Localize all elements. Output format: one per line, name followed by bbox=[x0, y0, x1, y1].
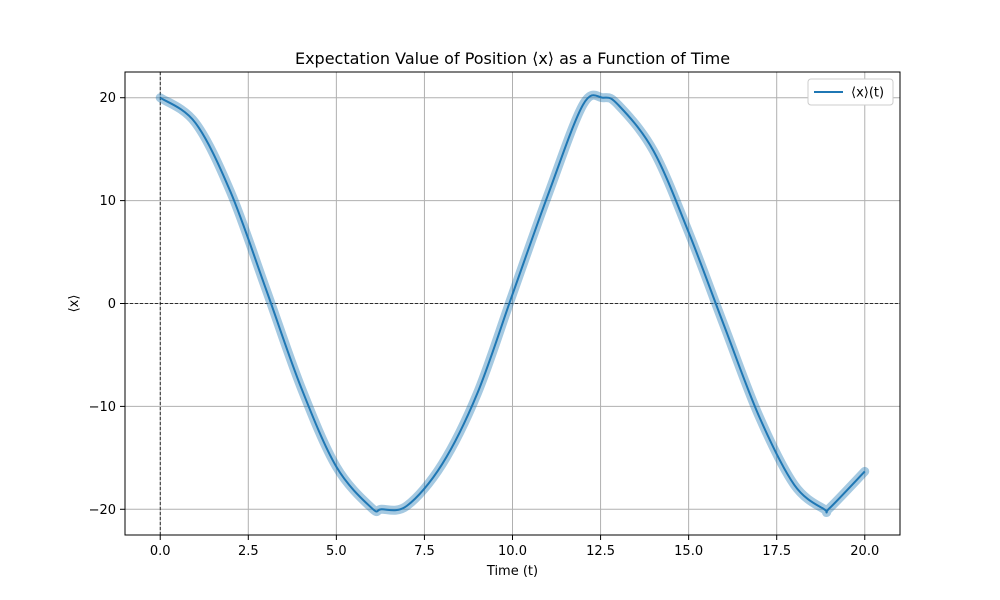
y-tick-label: 0 bbox=[108, 297, 116, 312]
x-ticks: 0.0 2.5 5.0 7.5 10.0 12.5 15.0 17.5 20.0 bbox=[150, 535, 879, 559]
y-tick-label: 20 bbox=[99, 91, 116, 106]
x-tick-label: 5.0 bbox=[326, 544, 347, 559]
x-tick-label: 20.0 bbox=[850, 544, 879, 559]
x-tick-label: 12.5 bbox=[586, 544, 615, 559]
legend-box bbox=[807, 78, 894, 106]
y-tick-label: −10 bbox=[89, 400, 116, 415]
x-tick-label: 17.5 bbox=[762, 544, 791, 559]
y-ticks: −20 −10 0 10 20 bbox=[89, 91, 125, 518]
legend: ⟨x⟩(t) bbox=[807, 78, 894, 106]
y-tick-label: 10 bbox=[99, 194, 116, 209]
reference-lines bbox=[125, 72, 900, 535]
x-tick-label: 0.0 bbox=[150, 544, 171, 559]
x-tick-label: 7.5 bbox=[414, 544, 435, 559]
x-axis-label: Time (t) bbox=[486, 564, 538, 579]
x-tick-label: 10.0 bbox=[498, 544, 527, 559]
y-axis-label: ⟨x⟩ bbox=[67, 295, 82, 313]
y-tick-label: −20 bbox=[89, 503, 116, 518]
series-line bbox=[159, 94, 866, 514]
legend-entry: ⟨x⟩(t) bbox=[851, 86, 884, 101]
x-tick-label: 15.0 bbox=[674, 544, 703, 559]
chart-title: Expectation Value of Position ⟨x⟩ as a F… bbox=[295, 49, 730, 68]
plot-area bbox=[155, 90, 870, 518]
x-tick-label: 2.5 bbox=[238, 544, 259, 559]
